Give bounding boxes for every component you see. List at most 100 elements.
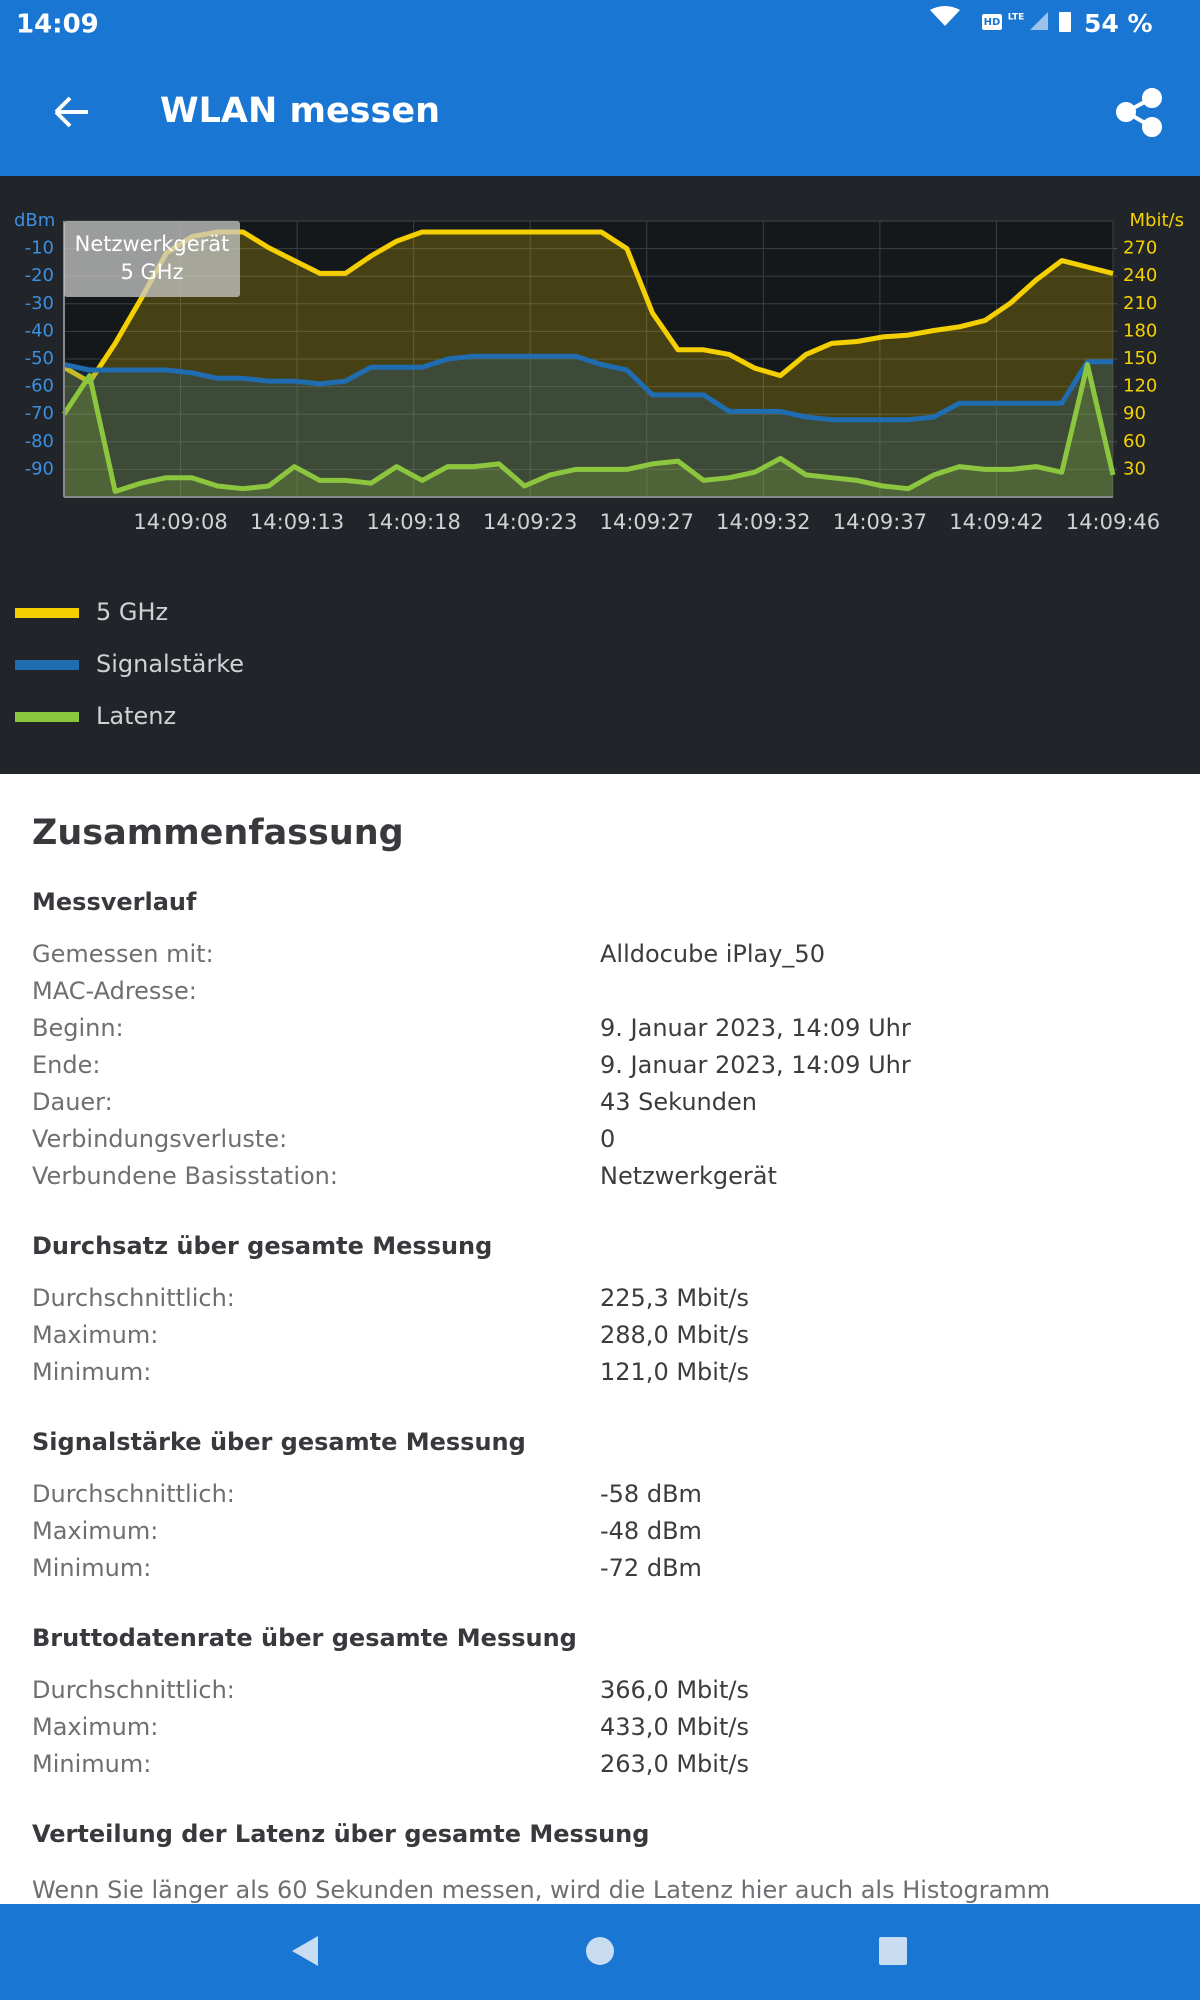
legend-label: Signalstärke [96,650,244,678]
section-heading: Signalstärke über gesamte Messung [32,1428,526,1456]
area [64,356,1113,497]
row-value: -72 dBm [600,1554,702,1582]
section-note: Wenn Sie länger als 60 Sekunden messen, … [32,1876,1051,1904]
y2-tick-label: 270 [1123,238,1157,259]
summary-row: Durchschnittlich: -58 dBm [32,1476,1168,1513]
summary-row: Maximum: -48 dBm [32,1513,1168,1550]
row-label: MAC-Adresse: [32,977,197,1005]
row-value: 225,3 Mbit/s [600,1284,749,1312]
tooltip-text: Netzwerkgerät [75,232,230,256]
wifi-icon [930,6,960,26]
status-time: 14:09 [16,10,99,40]
line [63,353,1113,423]
row-label: Durchschnittlich: [32,1284,235,1312]
row-value: Netzwerkgerät [600,1162,777,1190]
row-label: Maximum: [32,1713,159,1741]
section-heading: Bruttodatenrate über gesamte Messung [32,1624,577,1652]
row-label: Minimum: [32,1358,152,1386]
legend-swatch [15,660,79,670]
summary-row: Verbindungsverluste: 0 [32,1121,1168,1158]
back-button[interactable] [54,96,88,128]
legend-swatch [15,712,79,722]
summary-row: Durchschnittlich: 225,3 Mbit/s [32,1280,1168,1317]
x-tick-label: 14:09:46 [1066,510,1160,534]
row-label: Ende: [32,1051,101,1079]
top-area: 14:09 HD LTE 54 % WLAN messen dBm Mbit/s… [0,0,1200,774]
y-tick-label: -20 [25,265,54,286]
row-label: Verbindungsverluste: [32,1125,288,1153]
legend-swatch [15,608,79,618]
status-hd: HD [984,17,1001,28]
row-label: Dauer: [32,1088,113,1116]
row-label: Gemessen mit: [32,940,214,968]
section-heading: Durchsatz über gesamte Messung [32,1232,493,1260]
nav-back[interactable] [292,1936,318,1966]
x-tick-label: 14:09:37 [833,510,927,534]
x-tick-label: 14:09:23 [483,510,577,534]
y2-tick-label: 60 [1123,431,1146,452]
row-label: Beginn: [32,1014,124,1042]
summary-row: Ende: 9. Januar 2023, 14:09 Uhr [32,1047,1168,1084]
signal-icon [1030,12,1048,30]
share-lines [1121,96,1153,129]
y-tick-label: -60 [25,376,54,397]
row-label: Maximum: [32,1517,159,1545]
summary-row: Beginn: 9. Januar 2023, 14:09 Uhr [32,1010,1168,1047]
y2-tick-label: 240 [1123,265,1157,286]
summary-row: Verbundene Basisstation: Netzwerkgerät [32,1158,1168,1195]
y2-tick-label: 120 [1123,376,1157,397]
y-tick-label: -90 [25,458,54,479]
row-value: 366,0 Mbit/s [600,1676,749,1704]
hd-badge [982,14,1002,30]
y-tick-label: -10 [25,238,54,259]
summary-row: MAC-Adresse: [32,973,1168,1010]
row-value: -58 dBm [600,1480,702,1508]
y-tick-label: -50 [25,348,54,369]
y2-axis-unit: Mbit/s [1130,210,1184,231]
row-value: 121,0 Mbit/s [600,1358,749,1386]
y-tick-label: -70 [25,403,54,424]
nav-recents[interactable] [879,1937,907,1965]
tooltip-box [64,221,240,297]
row-value: 288,0 Mbit/s [600,1321,749,1349]
summary-row: Gemessen mit: Alldocube iPlay_50 [32,936,1168,973]
y2-tick-label: 90 [1123,403,1146,424]
row-value: 433,0 Mbit/s [600,1713,749,1741]
status-lte: LTE [1008,13,1025,23]
summary-row: Minimum: -72 dBm [32,1550,1168,1587]
y2-tick-label: 150 [1123,348,1157,369]
row-value: 0 [600,1125,616,1153]
row-value: Alldocube iPlay_50 [600,940,825,968]
section-heading: Messverlauf [32,888,197,916]
legend-label: 5 GHz [96,598,168,626]
row-label: Maximum: [32,1321,159,1349]
row-value: -48 dBm [600,1517,702,1545]
legend-label: Latenz [96,702,176,730]
x-tick-label: 14:09:42 [949,510,1043,534]
row-label: Verbundene Basisstation: [32,1162,338,1190]
summary-title: Zusammenfassung [32,813,404,853]
y-tick-label: -40 [25,320,54,341]
line [61,362,1116,494]
row-label: Minimum: [32,1750,152,1778]
row-label: Durchschnittlich: [32,1480,235,1508]
status-battery: 54 % [1084,9,1153,38]
y-tick-label: -80 [25,431,54,452]
app-bar-bg [0,0,1200,176]
summary: Zusammenfassung Messverlauf Gemessen mit: A… [0,774,1200,1904]
y2-tick-label: 30 [1123,458,1146,479]
app-title: WLAN messen [160,91,440,131]
row-label: Durchschnittlich: [32,1676,235,1704]
x-tick-label: 14:09:27 [600,510,694,534]
nav-home[interactable] [586,1937,614,1965]
row-value: 9. Januar 2023, 14:09 Uhr [600,1014,911,1042]
row-value: 263,0 Mbit/s [600,1750,749,1778]
x-tick-label: 14:09:13 [250,510,344,534]
nav-bar [0,1904,1200,2000]
summary-row: Dauer: 43 Sekunden [32,1084,1168,1121]
share-button[interactable] [1116,88,1162,137]
y-axis-unit: dBm [14,210,55,231]
section-heading: Verteilung der Latenz über gesamte Messu… [32,1820,650,1848]
tooltip-text: 5 GHz [120,260,183,284]
